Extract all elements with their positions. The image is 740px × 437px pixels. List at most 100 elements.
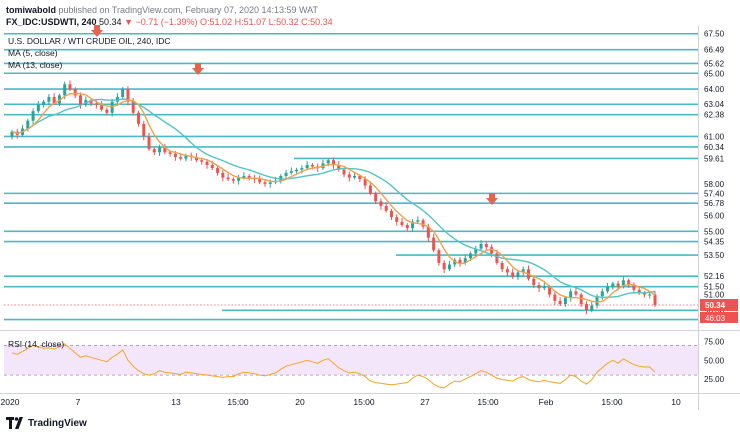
candle[interactable] bbox=[258, 175, 262, 185]
candle[interactable] bbox=[432, 233, 436, 253]
candle-body bbox=[653, 294, 657, 305]
candle[interactable] bbox=[389, 208, 393, 220]
candle[interactable] bbox=[231, 177, 235, 184]
candle[interactable] bbox=[400, 218, 404, 227]
candle[interactable] bbox=[147, 132, 151, 152]
down-arrow-icon[interactable] bbox=[192, 63, 204, 75]
candle[interactable] bbox=[216, 166, 220, 176]
time-axis-label: 10 bbox=[671, 397, 681, 407]
candle[interactable] bbox=[521, 266, 525, 277]
candle[interactable] bbox=[200, 158, 204, 165]
candle[interactable] bbox=[342, 167, 346, 178]
candle-body bbox=[358, 176, 362, 180]
candle-body bbox=[326, 160, 330, 164]
candle[interactable] bbox=[584, 301, 588, 315]
candle[interactable] bbox=[379, 198, 383, 210]
candle[interactable] bbox=[574, 287, 578, 297]
candle[interactable] bbox=[627, 278, 631, 288]
candle[interactable] bbox=[590, 301, 594, 313]
rsi-line[interactable] bbox=[11, 343, 656, 389]
candle[interactable] bbox=[479, 240, 483, 251]
candle-body bbox=[168, 152, 172, 154]
candle[interactable] bbox=[263, 180, 267, 187]
candle[interactable] bbox=[221, 169, 225, 182]
candle[interactable] bbox=[516, 270, 520, 281]
price-axis-label: 59.61 bbox=[704, 154, 725, 163]
candle[interactable] bbox=[558, 297, 562, 306]
last-price: 50.34 bbox=[99, 17, 122, 27]
candle[interactable] bbox=[10, 129, 14, 140]
candle-body bbox=[94, 103, 98, 105]
candle[interactable] bbox=[84, 96, 88, 107]
candle[interactable] bbox=[115, 93, 119, 104]
candle[interactable] bbox=[247, 174, 251, 181]
candle[interactable] bbox=[126, 86, 130, 106]
candle[interactable] bbox=[395, 214, 399, 226]
candle[interactable] bbox=[36, 101, 40, 114]
candle[interactable] bbox=[416, 216, 420, 224]
candle[interactable] bbox=[648, 291, 652, 299]
candle[interactable] bbox=[121, 87, 125, 100]
candle[interactable] bbox=[653, 290, 657, 307]
candle[interactable] bbox=[384, 202, 388, 213]
candle[interactable] bbox=[226, 173, 230, 182]
candle[interactable] bbox=[353, 172, 357, 180]
down-arrow-icon[interactable] bbox=[91, 25, 103, 37]
candle[interactable] bbox=[442, 260, 446, 274]
candle[interactable] bbox=[632, 282, 636, 294]
candle[interactable] bbox=[542, 282, 546, 291]
candle[interactable] bbox=[42, 99, 46, 108]
candle[interactable] bbox=[158, 144, 162, 157]
candle[interactable] bbox=[532, 276, 536, 288]
author-name[interactable]: tomiwabold bbox=[6, 5, 56, 15]
candle[interactable] bbox=[100, 101, 104, 112]
candle[interactable] bbox=[447, 260, 451, 272]
candle[interactable] bbox=[569, 288, 573, 302]
candle[interactable] bbox=[332, 157, 335, 169]
candle[interactable] bbox=[621, 276, 625, 289]
candle[interactable] bbox=[152, 147, 156, 156]
candle[interactable] bbox=[563, 295, 567, 307]
candle[interactable] bbox=[368, 181, 372, 196]
ma13-line[interactable] bbox=[11, 98, 656, 299]
candle[interactable] bbox=[537, 282, 541, 293]
candle[interactable] bbox=[484, 242, 488, 250]
candle[interactable] bbox=[68, 80, 72, 91]
down-arrow-icon[interactable] bbox=[486, 193, 498, 205]
candle[interactable] bbox=[411, 218, 415, 232]
candle[interactable] bbox=[237, 174, 241, 185]
candle[interactable] bbox=[142, 120, 146, 141]
candle[interactable] bbox=[105, 107, 109, 116]
candle[interactable] bbox=[73, 87, 77, 99]
candle[interactable] bbox=[600, 288, 604, 300]
candle[interactable] bbox=[579, 292, 583, 307]
candle[interactable] bbox=[500, 261, 504, 273]
candle[interactable] bbox=[289, 167, 293, 175]
candle[interactable] bbox=[347, 171, 351, 182]
candle[interactable] bbox=[606, 282, 610, 294]
candle[interactable] bbox=[511, 268, 515, 280]
candle[interactable] bbox=[321, 159, 325, 170]
candle[interactable] bbox=[284, 169, 288, 180]
candle[interactable] bbox=[305, 161, 309, 170]
candle-body bbox=[490, 247, 494, 254]
ma5-line[interactable] bbox=[11, 92, 656, 303]
candle[interactable] bbox=[47, 94, 51, 106]
candle[interactable] bbox=[611, 281, 615, 290]
candle[interactable] bbox=[553, 291, 557, 305]
candle[interactable] bbox=[136, 110, 140, 127]
candle[interactable] bbox=[337, 161, 341, 172]
candle[interactable] bbox=[437, 248, 441, 266]
candle[interactable] bbox=[474, 245, 478, 258]
candle[interactable] bbox=[89, 98, 93, 107]
candle[interactable] bbox=[505, 266, 509, 277]
candle[interactable] bbox=[458, 256, 462, 267]
candle[interactable] bbox=[31, 108, 35, 125]
candle[interactable] bbox=[163, 143, 167, 155]
candle-body bbox=[68, 84, 72, 90]
candle[interactable] bbox=[110, 98, 114, 117]
candle[interactable] bbox=[295, 167, 299, 175]
candle[interactable] bbox=[405, 223, 409, 232]
candle[interactable] bbox=[374, 191, 378, 205]
